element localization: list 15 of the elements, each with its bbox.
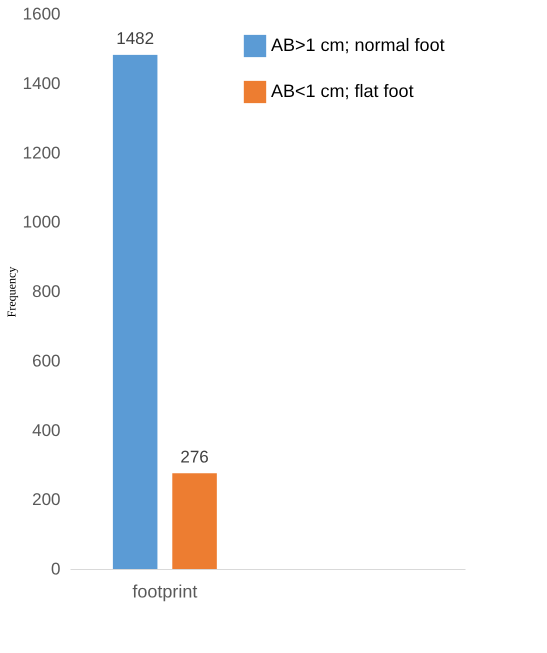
y-tick-label: 400 — [32, 420, 60, 440]
y-axis-title: Frequency — [4, 266, 19, 318]
legend-label: AB<1 cm; flat foot — [271, 81, 414, 101]
y-tick-label: 800 — [32, 282, 60, 301]
y-tick-label: 200 — [32, 490, 60, 510]
data-label: 276 — [180, 447, 209, 466]
y-tick-label: 1000 — [22, 212, 60, 232]
x-tick-label: footprint — [132, 582, 198, 602]
y-tick-label: 0 — [51, 560, 60, 578]
y-tick-label: 1400 — [22, 74, 60, 93]
y-tick-label: 1200 — [22, 143, 60, 162]
y-tick-label: 600 — [32, 351, 60, 370]
y-tick-label: 1600 — [22, 4, 60, 24]
legend-label: AB>1 cm; normal foot — [271, 35, 445, 55]
data-label: 1482 — [116, 28, 154, 48]
